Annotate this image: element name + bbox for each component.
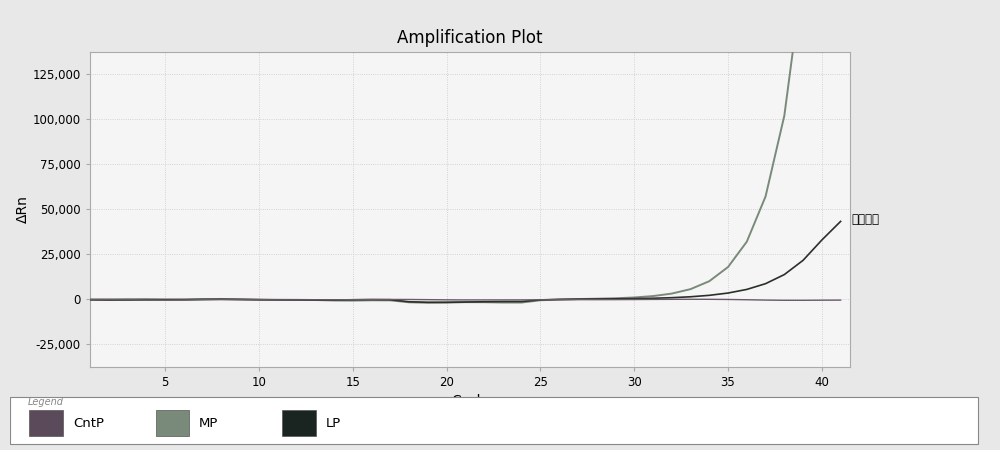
Text: Legend: Legend	[27, 397, 63, 407]
Text: 内标质控: 内标质控	[852, 213, 880, 226]
X-axis label: Cycle: Cycle	[451, 394, 489, 408]
Text: MP: MP	[199, 417, 219, 430]
Text: LP: LP	[325, 417, 341, 430]
FancyBboxPatch shape	[282, 410, 316, 436]
FancyBboxPatch shape	[10, 396, 978, 444]
Y-axis label: ΔRn: ΔRn	[16, 195, 30, 223]
FancyBboxPatch shape	[156, 410, 189, 436]
Title: Amplification Plot: Amplification Plot	[397, 29, 543, 47]
Text: CntP: CntP	[73, 417, 104, 430]
FancyBboxPatch shape	[29, 410, 63, 436]
